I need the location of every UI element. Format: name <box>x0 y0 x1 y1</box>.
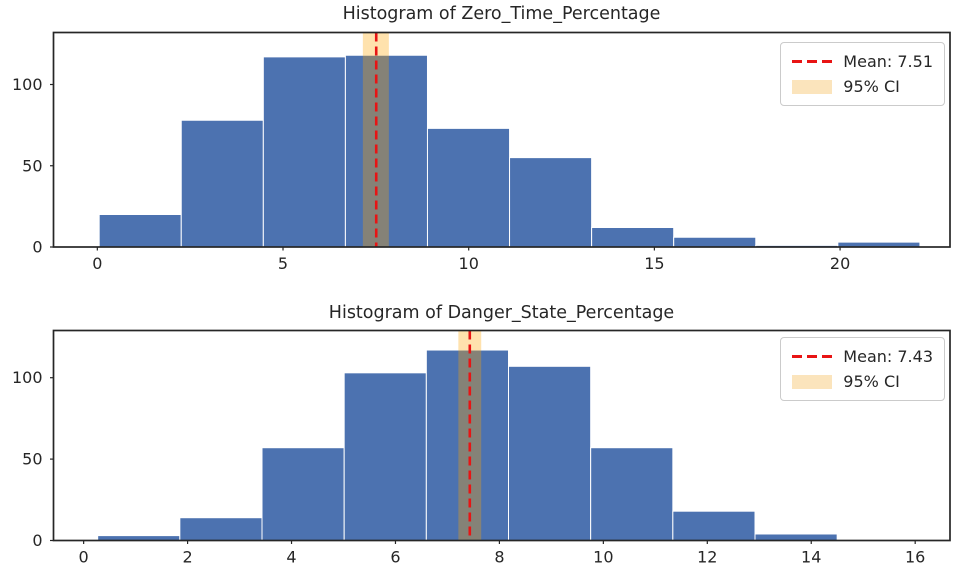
y-tick-label: 0 <box>32 531 42 550</box>
axes-frame <box>52 329 951 542</box>
y-tick-label: 50 <box>22 156 42 175</box>
histogram-bar <box>508 365 592 542</box>
mean-dashed-line-swatch <box>792 59 833 64</box>
legend-entry-mean: Mean: 7.51 <box>792 52 933 71</box>
x-tick-label: 8 <box>494 548 504 567</box>
histogram-bar <box>261 447 345 541</box>
y-tick-label: 100 <box>12 75 43 94</box>
histogram-bar <box>344 54 428 248</box>
x-tick-label: 6 <box>390 548 400 567</box>
y-tick-label: 50 <box>22 450 42 469</box>
histogram-bar <box>180 119 264 248</box>
chart-title: Histogram of Zero_Time_Percentage <box>342 4 661 24</box>
x-tick-label: 0 <box>92 254 102 273</box>
ci-band-swatch <box>792 79 833 94</box>
x-tick-label: 10 <box>459 254 479 273</box>
x-tick-label: 20 <box>830 254 850 273</box>
legend-label-mean: Mean: 7.43 <box>843 347 933 366</box>
histogram-bar <box>179 517 263 542</box>
histogram-bar <box>509 157 593 248</box>
histogram-bar <box>754 533 838 542</box>
histogram-panel-zero-time: Histogram of Zero_Time_Percentage 0 5 10 15… <box>12 4 951 273</box>
histogram-bar <box>673 236 757 248</box>
histogram-bar <box>426 127 511 248</box>
x-tick-label: 2 <box>182 548 192 567</box>
legend-entry-ci: 95% CI <box>792 77 933 96</box>
histogram-bar <box>591 227 675 248</box>
x-tick-label: 0 <box>79 548 89 567</box>
legend: Mean: 7.43 95% CI <box>780 337 945 402</box>
plot-area-zero-time: 0 5 10 15 20 0 50 100 <box>12 31 951 273</box>
histogram-bar <box>590 447 674 541</box>
x-tick-label: 12 <box>697 548 717 567</box>
legend-label-ci: 95% CI <box>843 77 900 97</box>
plot-area-danger-state: 0 2 4 6 8 10 12 14 16 0 50 100 <box>12 329 951 567</box>
histogram-bar <box>343 372 427 542</box>
x-tick-label: 10 <box>593 548 613 567</box>
legend: Mean: 7.51 95% CI <box>780 42 945 107</box>
x-tick-label: 14 <box>801 548 821 567</box>
mean-dashed-line-swatch <box>792 354 833 359</box>
histogram-panel-danger-state: Histogram of Danger_State_Percentage 0 2 4… <box>0 294 965 588</box>
histogram-bar <box>262 56 346 248</box>
legend-label-ci: 95% CI <box>843 372 900 392</box>
y-tick-label: 0 <box>32 238 42 257</box>
histogram-bar <box>672 510 756 542</box>
x-tick-label: 5 <box>278 254 288 273</box>
axes-frame <box>52 31 951 248</box>
x-tick-label: 16 <box>905 548 925 567</box>
x-tick-label: 15 <box>644 254 664 273</box>
legend-label-mean: Mean: 7.51 <box>843 52 933 71</box>
chart-title: Histogram of Danger_State_Percentage <box>328 303 675 323</box>
x-tick-label: 4 <box>286 548 296 567</box>
legend-entry-mean: Mean: 7.43 <box>792 347 933 366</box>
y-tick-label: 100 <box>12 368 43 387</box>
histogram-bar <box>98 214 182 248</box>
legend-entry-ci: 95% CI <box>792 372 933 391</box>
ci-band-swatch <box>792 374 833 389</box>
